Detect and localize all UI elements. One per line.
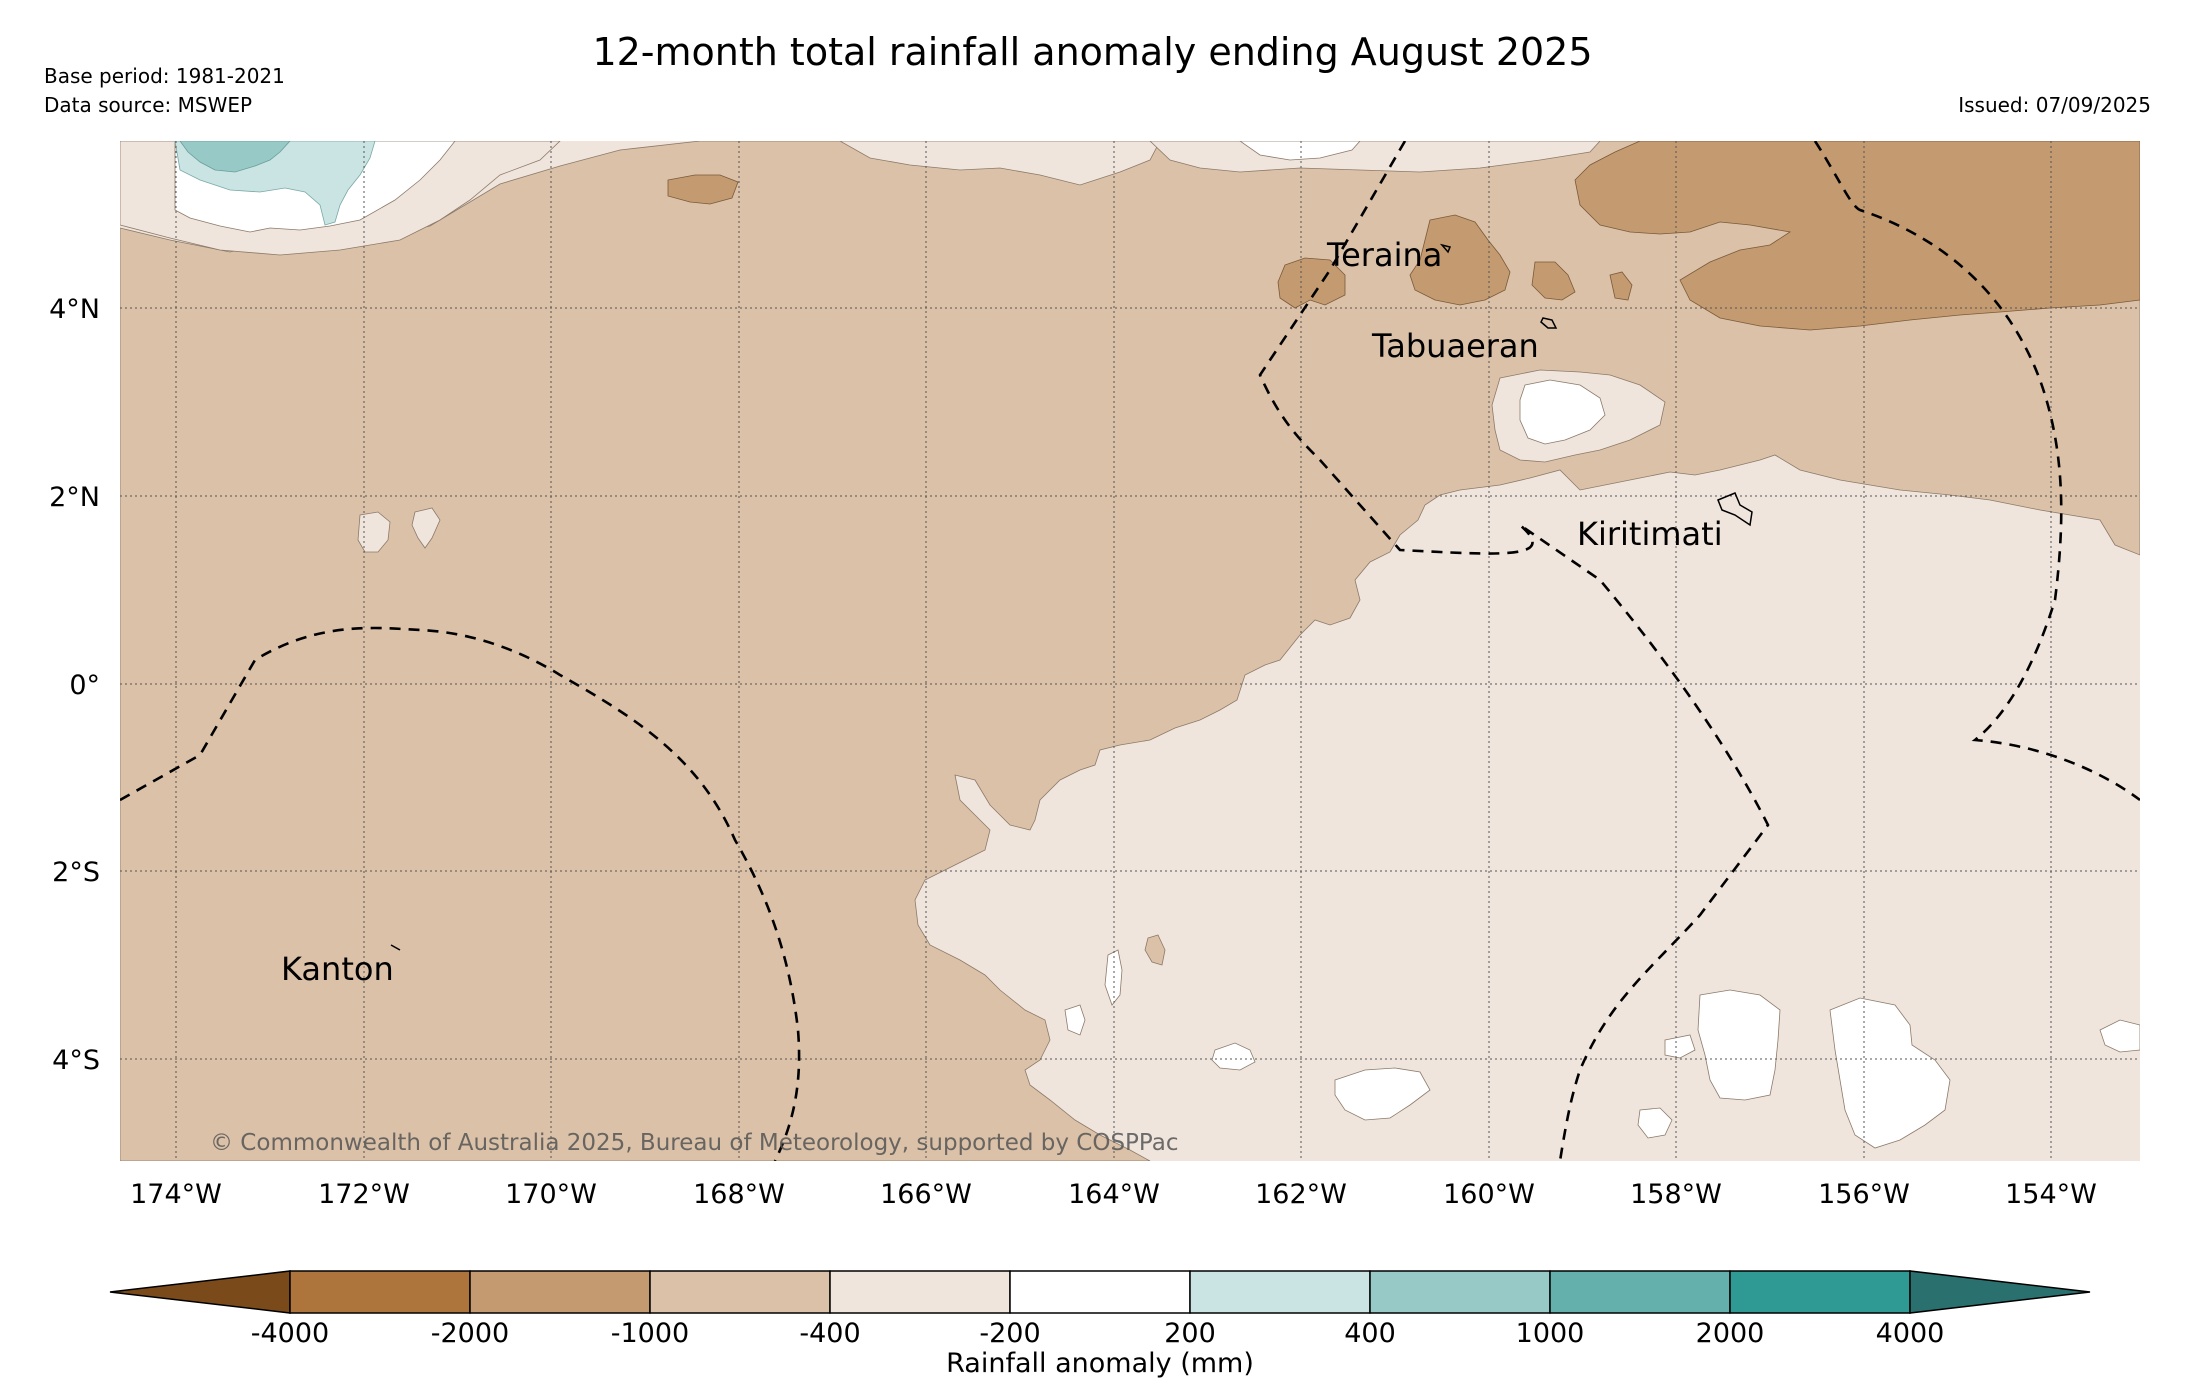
colorbar-segment [1369, 1270, 1551, 1314]
anomaly-region-light-deficit-top [839, 141, 1161, 186]
colorbar [109, 1270, 2091, 1314]
base-period-note: Base period: 1981-2021 [44, 64, 285, 88]
anomaly-region-strong-deficit-west [667, 174, 739, 205]
colorbar-segment-extend-low [109, 1270, 291, 1314]
anomaly-region-near-normal-se-4 [1211, 1042, 1256, 1071]
anomaly-region-strong-deficit-patch-2 [1531, 261, 1576, 301]
anomaly-region-strong-deficit-east [1574, 141, 2140, 331]
longitude-tick-label: 158°W [1630, 1179, 1722, 1210]
colorbar-segment [1549, 1270, 1731, 1314]
colorbar-segment [1729, 1270, 1911, 1314]
colorbar-segment [289, 1270, 471, 1314]
island-outlines [390, 243, 1753, 951]
longitude-tick-label: 154°W [2005, 1179, 2097, 1210]
latitude-tick-label: 4°S [52, 1045, 100, 1076]
anomaly-region-near-normal-tabuaeran [1519, 379, 1606, 445]
colorbar-segment [1189, 1270, 1371, 1314]
copyright-credit: © Commonwealth of Australia 2025, Bureau… [210, 1130, 1179, 1156]
colorbar-label: -4000 [251, 1318, 329, 1349]
latitude-tick-label: 0° [69, 670, 100, 701]
map-title: 12-month total rainfall anomaly ending A… [592, 30, 1593, 74]
teraina-island [1439, 243, 1452, 254]
colorbar-segment [469, 1270, 651, 1314]
anomaly-region-near-normal-top [1239, 141, 1361, 161]
anomaly-region-near-normal-se-6 [1637, 1107, 1673, 1139]
latitude-tick-label: 4°N [49, 294, 100, 325]
eez-boundaries [120, 141, 2140, 1161]
anomaly-region-near-normal-se-2 [1829, 997, 1951, 1149]
place-label-teraina: Teraina [1326, 236, 1442, 274]
longitude-tick-label: 164°W [1068, 1179, 1160, 1210]
longitude-tick-label: 160°W [1443, 1179, 1535, 1210]
colorbar-labels: -4000 -2000 -1000 -400 -200 200 400 1000… [251, 1318, 1945, 1349]
anomaly-region-near-normal-se-3 [1334, 1067, 1431, 1121]
anomaly-region-strong-deficit-patch [1409, 214, 1511, 306]
longitude-axis: 174°W 172°W 170°W 168°W 166°W 164°W 162°… [130, 1179, 2097, 1210]
anomaly-region-near-normal-se-7 [2099, 1019, 2140, 1053]
latitude-tick-label: 2°S [52, 857, 100, 888]
colorbar-segment-extend-high [1909, 1270, 2091, 1314]
anomaly-spot-1 [357, 511, 391, 553]
colorbar-label: 400 [1344, 1318, 1396, 1349]
anomaly-region-strong-deficit-teraina [1277, 257, 1346, 309]
graticule [120, 141, 2140, 1161]
kiritimati-island [1717, 492, 1753, 527]
longitude-tick-label: 162°W [1255, 1179, 1347, 1210]
latitude-axis: 4°N 2°N 0° 2°S 4°S [49, 294, 100, 1076]
anomaly-region-near-normal-se-1 [1697, 989, 1781, 1101]
anomaly-region-strong-deficit-patch-3 [1609, 271, 1633, 301]
longitude-tick-label: 168°W [693, 1179, 785, 1210]
anomaly-spot-2 [411, 507, 441, 549]
anomaly-region-very-wet-north [179, 141, 291, 173]
colorbar-label: 200 [1164, 1318, 1216, 1349]
place-label-kanton: Kanton [281, 950, 394, 988]
colorbar-label: 4000 [1876, 1318, 1945, 1349]
anomaly-region-near-normal-se-8 [1664, 1034, 1696, 1059]
colorbar-segment [649, 1270, 831, 1314]
eez-boundary-phoenix [120, 626, 801, 1161]
latitude-tick-label: 2°N [49, 482, 100, 513]
data-source-note: Data source: MSWEP [44, 93, 253, 117]
longitude-tick-label: 174°W [130, 1179, 222, 1210]
colorbar-label: -2000 [431, 1318, 509, 1349]
issued-date: Issued: 07/09/2025 [1958, 93, 2151, 117]
colorbar-label: 1000 [1516, 1318, 1585, 1349]
longitude-tick-label: 170°W [505, 1179, 597, 1210]
longitude-tick-label: 166°W [880, 1179, 972, 1210]
colorbar-segment [1009, 1270, 1191, 1314]
colorbar-label: -1000 [611, 1318, 689, 1349]
kanton-island [390, 944, 401, 951]
place-label-tabuaeran: Tabuaeran [1371, 327, 1539, 365]
place-label-kiritimati: Kiritimati [1577, 515, 1723, 553]
anomaly-region-near-normal-se-9 [1064, 1004, 1086, 1036]
eez-boundary-line-west [1258, 141, 1770, 1161]
longitude-tick-label: 156°W [1818, 1179, 1910, 1210]
colorbar-segment [829, 1270, 1011, 1314]
anomaly-spot-3 [1144, 934, 1166, 966]
colorbar-label: -400 [799, 1318, 860, 1349]
map-panel [120, 141, 2140, 1161]
longitude-tick-label: 172°W [318, 1179, 410, 1210]
colorbar-label: -200 [979, 1318, 1040, 1349]
colorbar-title: Rainfall anomaly (mm) [946, 1348, 1254, 1379]
eez-boundary-line-east [1813, 141, 2140, 802]
tabuaeran-island [1540, 317, 1558, 329]
colorbar-label: 2000 [1696, 1318, 1765, 1349]
